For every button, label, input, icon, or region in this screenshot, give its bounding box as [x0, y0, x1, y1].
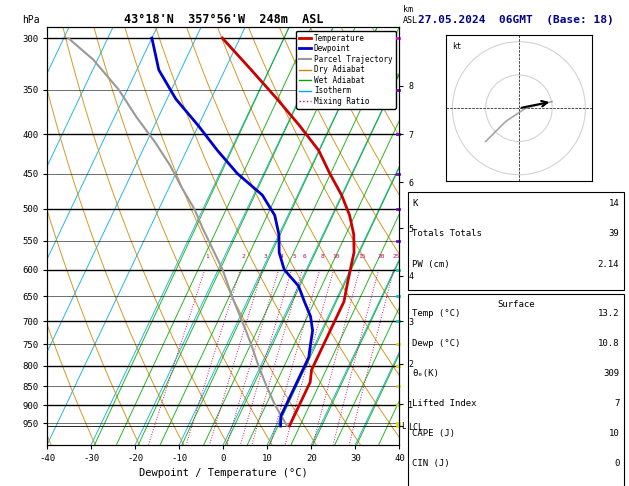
Text: 13.2: 13.2	[598, 309, 619, 318]
Text: Temp (°C): Temp (°C)	[413, 309, 460, 318]
Text: 4: 4	[279, 254, 283, 259]
Text: Dewp (°C): Dewp (°C)	[413, 339, 460, 348]
Legend: Temperature, Dewpoint, Parcel Trajectory, Dry Adiabat, Wet Adiabat, Isotherm, Mi: Temperature, Dewpoint, Parcel Trajectory…	[296, 31, 396, 109]
Text: 8: 8	[320, 254, 324, 259]
Text: 10: 10	[332, 254, 340, 259]
Text: 0: 0	[614, 459, 619, 469]
Text: 3: 3	[263, 254, 267, 259]
Text: 5: 5	[292, 254, 296, 259]
Text: 20: 20	[377, 254, 385, 259]
Text: Mixing Ratio (g/kg): Mixing Ratio (g/kg)	[430, 225, 439, 313]
Text: 14: 14	[608, 199, 619, 208]
Text: Surface: Surface	[497, 300, 535, 309]
Text: CIN (J): CIN (J)	[413, 459, 450, 469]
Text: 2: 2	[241, 254, 245, 259]
Text: kt: kt	[452, 42, 462, 51]
Text: LCL: LCL	[402, 421, 416, 431]
Text: 10: 10	[608, 429, 619, 438]
Text: θₑ(K): θₑ(K)	[413, 369, 439, 378]
Text: 27.05.2024  06GMT  (Base: 18): 27.05.2024 06GMT (Base: 18)	[418, 15, 614, 25]
Bar	[408, 192, 624, 290]
Text: Lifted Index: Lifted Index	[413, 399, 477, 408]
Text: 25: 25	[392, 254, 399, 259]
Text: CAPE (J): CAPE (J)	[413, 429, 455, 438]
Text: 7: 7	[614, 399, 619, 408]
Text: 15: 15	[358, 254, 365, 259]
Text: 10.8: 10.8	[598, 339, 619, 348]
X-axis label: Dewpoint / Temperature (°C): Dewpoint / Temperature (°C)	[139, 469, 308, 478]
Text: 2.14: 2.14	[598, 260, 619, 269]
Text: 309: 309	[603, 369, 619, 378]
Text: Totals Totals: Totals Totals	[413, 229, 482, 239]
Text: km
ASL: km ASL	[403, 5, 418, 25]
Text: 6: 6	[303, 254, 307, 259]
Text: hPa: hPa	[23, 15, 40, 25]
Bar	[408, 294, 624, 486]
Title: 43°18'N  357°56'W  248m  ASL: 43°18'N 357°56'W 248m ASL	[123, 13, 323, 26]
Text: 39: 39	[608, 229, 619, 239]
Text: K: K	[413, 199, 418, 208]
Text: 1: 1	[206, 254, 209, 259]
Text: PW (cm): PW (cm)	[413, 260, 450, 269]
